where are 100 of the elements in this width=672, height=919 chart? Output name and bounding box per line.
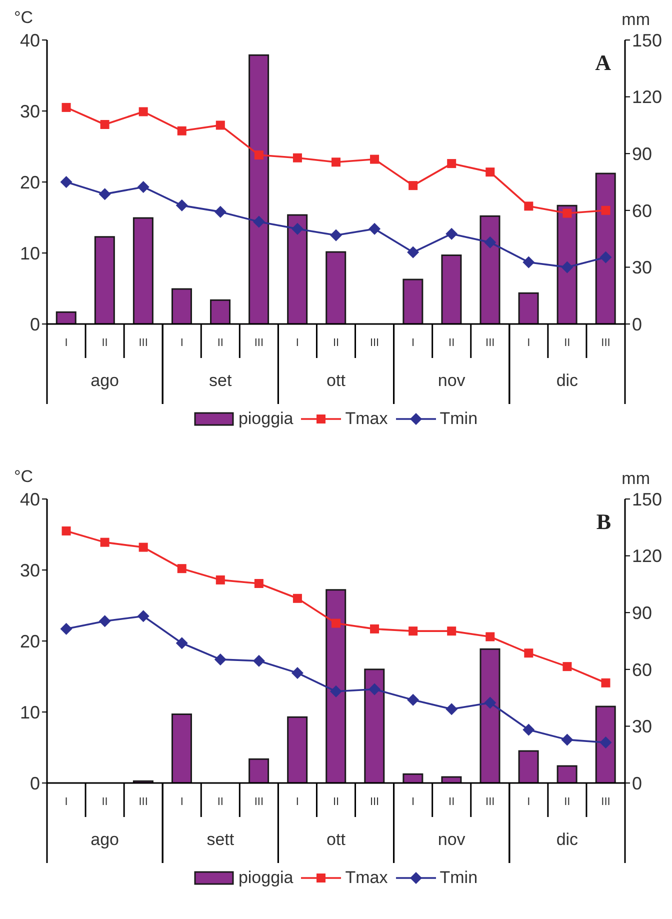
x-tick-label: II [332, 337, 340, 349]
point [561, 734, 574, 746]
point [252, 654, 265, 667]
text: A [595, 50, 611, 76]
point [138, 542, 148, 552]
x-tick-label: I [296, 796, 299, 808]
bar [595, 172, 616, 324]
point [177, 126, 186, 136]
bar [402, 773, 424, 783]
bar [56, 311, 76, 324]
point [408, 181, 418, 190]
point [292, 153, 302, 162]
y-tick-label: 0 [30, 314, 40, 334]
text: B [596, 509, 611, 535]
x-tick-label: II [102, 337, 108, 349]
x-tick-label: II [217, 337, 224, 349]
bar [556, 765, 578, 783]
legend-label: Tmin [440, 409, 478, 429]
point [524, 202, 534, 211]
x-tick-label: III [486, 337, 495, 349]
point [330, 685, 342, 698]
point [524, 648, 534, 658]
text: nov [438, 371, 466, 390]
legend-label: Tmax [345, 409, 388, 429]
text: ago [90, 830, 119, 849]
y-tick-label: 40 [20, 489, 40, 510]
x-tick-label: I [527, 337, 530, 349]
x-tick-label: I [64, 337, 68, 349]
point [370, 154, 380, 164]
bar [518, 292, 539, 324]
bar [171, 714, 192, 783]
y-tick-label: 20 [20, 631, 40, 652]
text: sett [206, 830, 234, 849]
point [214, 653, 226, 666]
y-tick-label: 40 [20, 30, 40, 50]
bar [480, 215, 500, 324]
point [62, 102, 71, 112]
point [601, 206, 610, 215]
point [254, 578, 264, 588]
y2-tick-label: 30 [632, 258, 652, 278]
bar [441, 776, 462, 783]
point [601, 678, 610, 688]
x-tick-label: III [601, 796, 610, 808]
point [486, 168, 495, 177]
bar [441, 254, 462, 324]
y-tick-label: 20 [20, 172, 40, 192]
x-tick-label: II [217, 796, 224, 808]
bar [595, 706, 616, 783]
y-axis-title: °C [14, 467, 34, 487]
y-axis-title: °C [14, 8, 34, 28]
text: nov [438, 830, 466, 849]
x-tick-label: I [412, 796, 415, 808]
y2-tick-label: 60 [632, 200, 652, 221]
x-tick-label: III [486, 796, 495, 808]
x-tick-label: II [564, 796, 570, 808]
y2-tick-label: 0 [632, 773, 642, 794]
y2-axis-title: mm [622, 469, 650, 489]
x-tick-label: II [564, 337, 570, 349]
x-tick-label: II [332, 796, 340, 808]
text: set [209, 371, 232, 390]
y-tick-label: 10 [20, 702, 40, 722]
text: ago [90, 371, 119, 390]
x-tick-label: I [180, 337, 184, 349]
bar [287, 716, 308, 783]
x-tick-label: III [138, 337, 148, 349]
bar [210, 299, 231, 324]
legend-label: pioggia [238, 868, 294, 888]
y-tick-label: 30 [20, 560, 40, 580]
point [446, 703, 458, 716]
point [447, 159, 456, 168]
bar [171, 288, 192, 324]
point [446, 228, 458, 240]
point [368, 683, 381, 696]
point [562, 208, 572, 218]
y2-tick-label: 150 [632, 30, 662, 50]
bar [480, 648, 500, 783]
point [291, 666, 304, 679]
point [214, 206, 226, 218]
y2-tick-label: 90 [632, 602, 652, 623]
bar [364, 668, 385, 783]
y2-tick-label: 120 [632, 546, 662, 566]
point [100, 538, 110, 547]
point [370, 624, 380, 634]
point [292, 594, 302, 603]
point [484, 236, 496, 248]
point [600, 736, 612, 749]
x-tick-label: I [64, 796, 68, 808]
legend-label: Tmin [440, 868, 478, 888]
y2-tick-label: 150 [632, 489, 662, 510]
x-tick-label: I [412, 337, 415, 349]
y-tick-label: 10 [20, 243, 40, 264]
y2-tick-label: 0 [632, 314, 642, 334]
point [291, 222, 304, 235]
point [561, 261, 574, 274]
point [407, 246, 420, 258]
x-tick-label: III [254, 337, 264, 349]
point [484, 696, 496, 709]
y-tick-label: 30 [20, 101, 40, 122]
x-tick-label: II [102, 796, 108, 808]
point [562, 662, 572, 672]
